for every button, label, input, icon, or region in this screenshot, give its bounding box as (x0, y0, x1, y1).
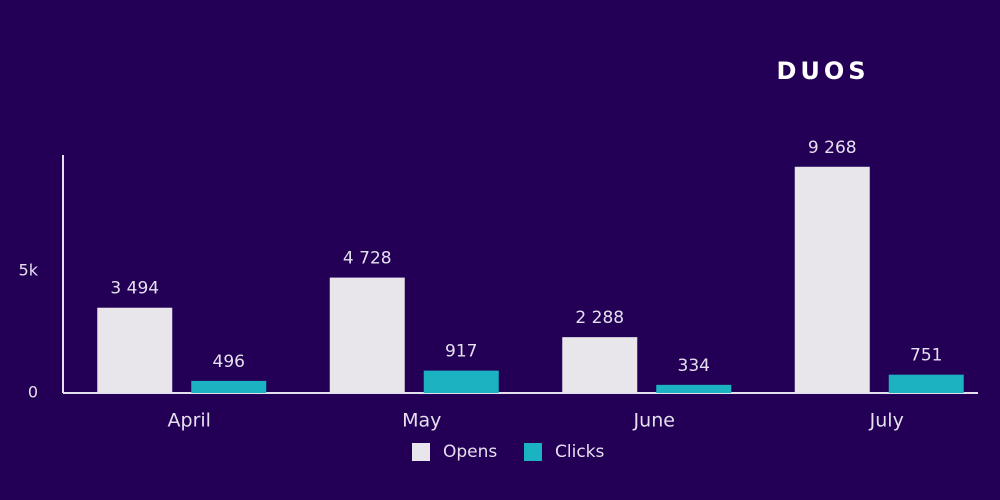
value-label: 3 494 (110, 279, 159, 299)
legend-swatch (412, 443, 430, 461)
value-label: 4 728 (343, 249, 392, 269)
chart-title: DUOS (776, 57, 869, 85)
bar (656, 384, 732, 393)
bar (191, 380, 267, 393)
bar (888, 374, 964, 393)
y-tick-label: 5k (19, 260, 39, 279)
value-label: 9 268 (808, 138, 857, 158)
legend-label: Clicks (555, 442, 605, 462)
x-tick-label: April (168, 410, 211, 432)
x-tick-label: June (633, 410, 675, 432)
value-label: 2 288 (575, 308, 624, 328)
legend-label: Opens (443, 442, 497, 462)
bar (794, 166, 870, 393)
x-tick-label: July (869, 410, 904, 432)
value-label: 334 (678, 356, 710, 376)
value-label: 751 (910, 346, 942, 366)
legend-swatch (524, 443, 542, 461)
bar (97, 307, 173, 393)
bar (423, 370, 499, 393)
value-label: 917 (445, 342, 477, 362)
bar (329, 277, 405, 393)
bar (562, 337, 638, 393)
value-label: 496 (213, 352, 245, 372)
x-tick-label: May (402, 410, 441, 432)
y-tick-label: 0 (28, 383, 38, 402)
